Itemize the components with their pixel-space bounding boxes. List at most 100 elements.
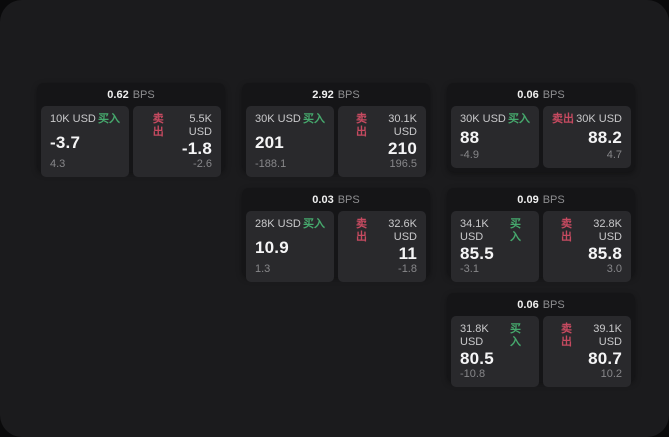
sell-panel[interactable]: 卖出 5.5K USD -1.8 -2.6: [133, 106, 221, 177]
buy-panel-top: 34.1K USD 买入: [460, 218, 530, 244]
sell-size-label: 5.5K USD: [188, 113, 212, 138]
quote-card[interactable]: 2.92 BPS 30K USD 买入 201 -188.1 卖出 30.1K …: [242, 83, 430, 177]
sell-panel-top: 卖出 32.8K USD: [552, 218, 622, 244]
sell-panel-top: 卖出 30K USD: [552, 113, 622, 126]
buy-side-label: 买入: [303, 218, 325, 230]
sell-side-label: 卖出: [355, 218, 367, 243]
sell-side-label: 卖出: [355, 113, 367, 138]
sell-price-value: 210: [388, 139, 417, 158]
buy-size-label: 10K USD: [50, 113, 96, 125]
sell-delta-value: 3.0: [606, 263, 622, 275]
bps-unit-label: BPS: [542, 89, 565, 101]
sell-price-value: -1.8: [181, 139, 212, 158]
card-body: 28K USD 买入 10.9 1.3 卖出 32.6K USD 11 -1.8: [246, 211, 426, 282]
bps-unit-label: BPS: [542, 299, 565, 311]
buy-delta-value: 4.3: [50, 158, 66, 170]
buy-panel[interactable]: 31.8K USD 买入 80.5 -10.8: [451, 316, 539, 387]
sell-panel-top: 卖出 32.6K USD: [347, 218, 417, 244]
sell-side-label: 卖出: [552, 113, 574, 125]
bps-value: 2.92: [312, 89, 334, 101]
buy-price-value: 201: [255, 132, 284, 152]
bps-value: 0.06: [517, 299, 539, 311]
buy-side-label: 买入: [98, 113, 120, 125]
sell-size-label: 30K USD: [576, 113, 622, 125]
card-body: 31.8K USD 买入 80.5 -10.8 卖出 39.1K USD 80.…: [451, 316, 631, 387]
buy-panel-top: 30K USD 买入: [255, 113, 325, 126]
buy-size-label: 30K USD: [255, 113, 301, 125]
buy-delta-value: -4.9: [460, 149, 479, 161]
card-header: 0.06 BPS: [451, 87, 631, 104]
sell-size-label: 30.1K USD: [388, 113, 417, 138]
sell-delta-value: -1.8: [398, 263, 417, 275]
sell-side-label: 卖出: [560, 218, 572, 243]
sell-panel[interactable]: 卖出 30K USD 88.2 4.7: [543, 106, 631, 168]
buy-panel[interactable]: 28K USD 买入 10.9 1.3: [246, 211, 334, 282]
buy-price-value: 85.5: [460, 244, 494, 263]
sell-delta-value: 10.2: [600, 368, 622, 380]
card-header: 0.09 BPS: [451, 192, 631, 209]
buy-panel-top: 28K USD 买入: [255, 218, 325, 231]
card-header: 2.92 BPS: [246, 87, 426, 104]
buy-price-value: 10.9: [255, 237, 289, 257]
sell-panel[interactable]: 卖出 32.8K USD 85.8 3.0: [543, 211, 631, 282]
quote-card[interactable]: 0.62 BPS 10K USD 买入 -3.7 4.3 卖出 5.5K USD…: [37, 83, 225, 177]
sell-delta-value: -2.6: [193, 158, 212, 170]
sell-size-label: 39.1K USD: [593, 323, 622, 348]
buy-panel-top: 31.8K USD 买入: [460, 323, 530, 349]
bps-unit-label: BPS: [337, 89, 360, 101]
buy-delta-value: -3.1: [460, 263, 479, 275]
card-body: 30K USD 买入 88 -4.9 卖出 30K USD 88.2 4.7: [451, 106, 631, 168]
card-body: 30K USD 买入 201 -188.1 卖出 30.1K USD 210 1…: [246, 106, 426, 177]
cards-grid: 0.62 BPS 10K USD 买入 -3.7 4.3 卖出 5.5K USD…: [37, 83, 635, 387]
sell-side-label: 卖出: [560, 323, 572, 348]
sell-price-value: 11: [398, 244, 417, 263]
buy-side-label: 买入: [303, 113, 325, 125]
buy-price-value: -3.7: [50, 132, 81, 152]
buy-panel-top: 30K USD 买入: [460, 113, 530, 126]
card-body: 10K USD 买入 -3.7 4.3 卖出 5.5K USD -1.8 -2.…: [41, 106, 221, 177]
card-header: 0.06 BPS: [451, 297, 631, 314]
sell-panel[interactable]: 卖出 32.6K USD 11 -1.8: [338, 211, 426, 282]
bps-value: 0.09: [517, 194, 539, 206]
buy-delta-value: 1.3: [255, 263, 271, 275]
buy-price-value: 80.5: [460, 349, 494, 368]
buy-delta-value: -188.1: [255, 158, 287, 170]
sell-panel-top: 卖出 5.5K USD: [142, 113, 212, 139]
buy-panel[interactable]: 34.1K USD 买入 85.5 -3.1: [451, 211, 539, 282]
buy-side-label: 买入: [510, 218, 522, 243]
buy-delta-value: -10.8: [460, 368, 486, 380]
buy-size-label: 28K USD: [255, 218, 301, 230]
sell-panel[interactable]: 卖出 39.1K USD 80.7 10.2: [543, 316, 631, 387]
quote-card[interactable]: 0.06 BPS 31.8K USD 买入 80.5 -10.8 卖出 39.1…: [447, 293, 635, 387]
quote-card[interactable]: 0.03 BPS 28K USD 买入 10.9 1.3 卖出 32.6K US…: [242, 188, 430, 282]
sell-side-label: 卖出: [152, 113, 164, 138]
card-body: 34.1K USD 买入 85.5 -3.1 卖出 32.8K USD 85.8…: [451, 211, 631, 282]
buy-panel[interactable]: 30K USD 买入 201 -188.1: [246, 106, 334, 177]
card-header: 0.62 BPS: [41, 87, 221, 104]
sell-size-label: 32.8K USD: [593, 218, 622, 243]
buy-panel[interactable]: 30K USD 买入 88 -4.9: [451, 106, 539, 168]
buy-size-label: 30K USD: [460, 113, 506, 125]
quote-card[interactable]: 0.09 BPS 34.1K USD 买入 85.5 -3.1 卖出 32.8K…: [447, 188, 635, 282]
buy-panel-top: 10K USD 买入: [50, 113, 120, 126]
sell-panel[interactable]: 卖出 30.1K USD 210 196.5: [338, 106, 426, 177]
bps-value: 0.62: [107, 89, 129, 101]
buy-side-label: 买入: [508, 113, 530, 125]
quote-card[interactable]: 0.06 BPS 30K USD 买入 88 -4.9 卖出 30K USD 8…: [447, 83, 635, 172]
bps-unit-label: BPS: [337, 194, 360, 206]
buy-size-label: 31.8K USD: [460, 323, 489, 348]
buy-side-label: 买入: [510, 323, 522, 348]
buy-panel[interactable]: 10K USD 买入 -3.7 4.3: [41, 106, 129, 177]
bps-unit-label: BPS: [132, 89, 155, 101]
buy-size-label: 34.1K USD: [460, 218, 489, 243]
bps-value: 0.03: [312, 194, 334, 206]
sell-size-label: 32.6K USD: [388, 218, 417, 243]
sell-delta-value: 4.7: [606, 149, 622, 161]
bps-value: 0.06: [517, 89, 539, 101]
sell-panel-top: 卖出 39.1K USD: [552, 323, 622, 349]
sell-price-value: 88.2: [588, 128, 622, 147]
card-header: 0.03 BPS: [246, 192, 426, 209]
bps-unit-label: BPS: [542, 194, 565, 206]
sell-price-value: 85.8: [588, 244, 622, 263]
